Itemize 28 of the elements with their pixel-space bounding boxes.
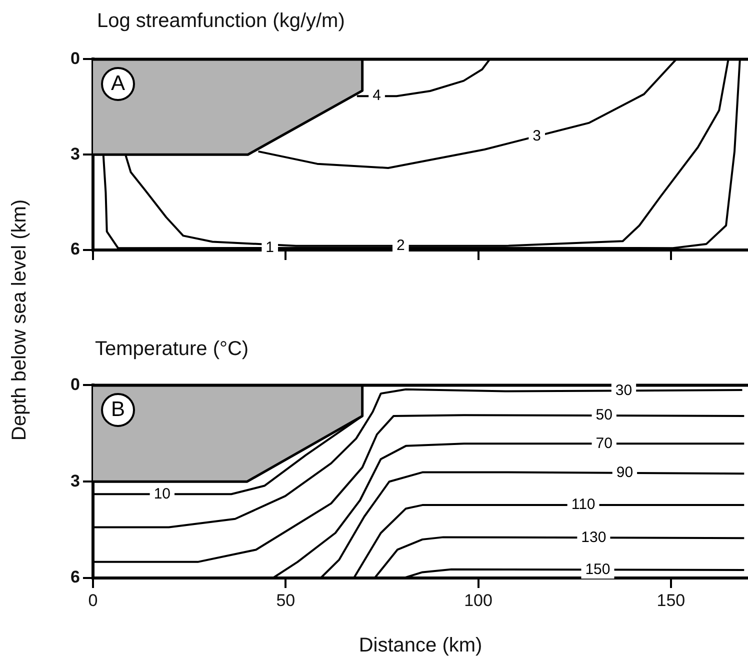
chart-title: Log streamfunction (kg/y/m) [97,10,345,33]
y-tick-label: 3 [70,144,80,164]
series-label: 30 [615,382,632,399]
annotation: B [101,393,135,428]
series-label: 10 [154,485,171,502]
series-label: 1 [266,239,274,256]
series-label: 150 [585,560,610,578]
y-tick-label: 3 [70,471,80,490]
series-label: 2 [396,237,405,254]
x-axis-title: Distance (km) [358,634,482,657]
y-tick-label: 6 [70,568,80,587]
series-label: 3 [532,127,542,144]
x-tick-label: 50 [276,590,296,610]
series-label: 130 [581,528,606,546]
series-label: 50 [596,406,612,424]
y-tick-label: 6 [70,240,80,259]
series-label: 110 [571,496,596,514]
annotation: A [101,67,135,102]
y-axis-title: Depth below sea level (km) [8,199,32,441]
x-tick-label: 0 [88,590,98,610]
x-tick-label: 100 [464,590,492,610]
y-tick-label: 0 [70,374,80,394]
series-label: 70 [596,434,612,452]
series-label: 4 [372,87,381,104]
y-tick-label: 0 [70,48,80,68]
chart-title: Temperature (°C) [95,338,249,361]
series-label: 90 [616,464,634,482]
x-tick-label: 150 [656,590,686,610]
